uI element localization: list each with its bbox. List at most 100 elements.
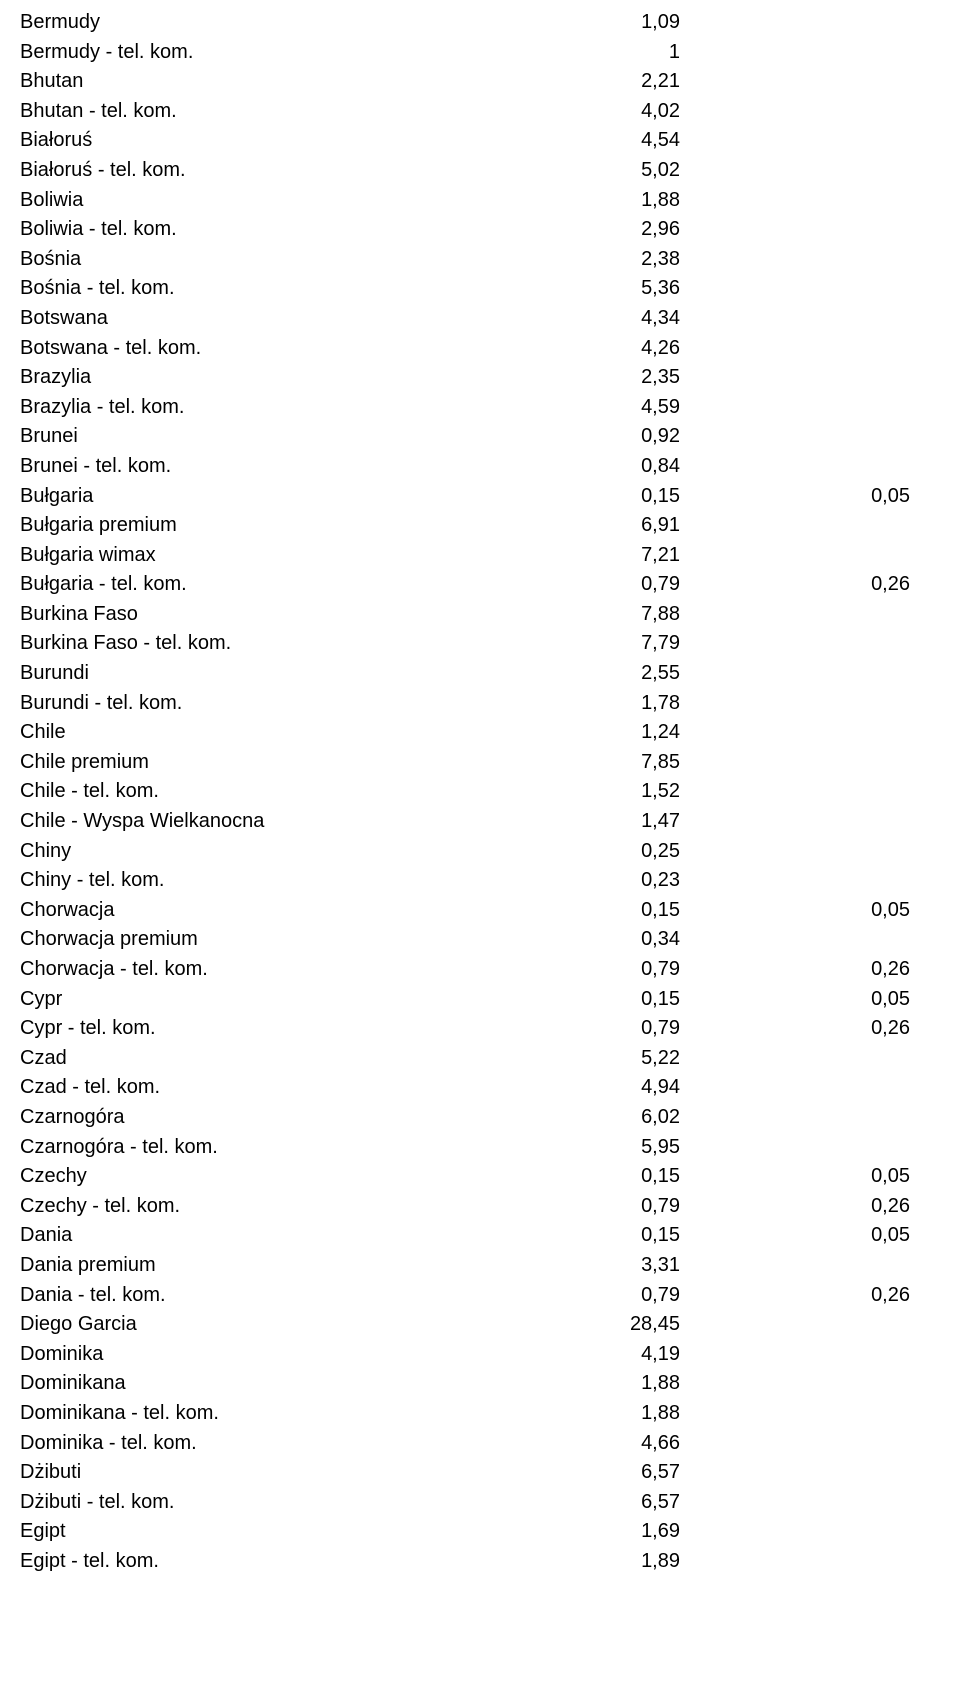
price-row: Burkina Faso - tel. kom.7,79: [20, 629, 940, 659]
destination-label: Chorwacja: [20, 896, 500, 926]
destination-label: Burundi - tel. kom.: [20, 689, 500, 719]
price-value-2: [680, 1429, 910, 1459]
price-value-1: 4,26: [500, 334, 680, 364]
price-row: Burundi2,55: [20, 659, 940, 689]
price-row: Czad - tel. kom.4,94: [20, 1073, 940, 1103]
price-value-1: 0,79: [500, 1281, 680, 1311]
price-value-2: 0,26: [680, 1014, 910, 1044]
price-row: Botswana4,34: [20, 304, 940, 334]
destination-label: Chile: [20, 718, 500, 748]
price-value-2: 0,26: [680, 1192, 910, 1222]
price-value-2: 0,26: [680, 1281, 910, 1311]
destination-label: Boliwia - tel. kom.: [20, 215, 500, 245]
price-row: Bośnia - tel. kom.5,36: [20, 274, 940, 304]
price-value-2: [680, 422, 910, 452]
destination-label: Bhutan: [20, 67, 500, 97]
destination-label: Białoruś: [20, 126, 500, 156]
price-value-2: [680, 1399, 910, 1429]
destination-label: Chiny: [20, 837, 500, 867]
destination-label: Bhutan - tel. kom.: [20, 97, 500, 127]
destination-label: Diego Garcia: [20, 1310, 500, 1340]
price-value-1: 6,57: [500, 1488, 680, 1518]
destination-label: Egipt: [20, 1517, 500, 1547]
destination-label: Burundi: [20, 659, 500, 689]
destination-label: Chile premium: [20, 748, 500, 778]
price-value-2: [680, 1310, 910, 1340]
price-row: Boliwia - tel. kom.2,96: [20, 215, 940, 245]
price-value-2: 0,05: [680, 1221, 910, 1251]
price-row: Dżibuti - tel. kom.6,57: [20, 1488, 940, 1518]
price-value-1: 1,52: [500, 777, 680, 807]
destination-label: Bermudy - tel. kom.: [20, 38, 500, 68]
price-value-1: 4,94: [500, 1073, 680, 1103]
destination-label: Czad: [20, 1044, 500, 1074]
destination-label: Dominikana - tel. kom.: [20, 1399, 500, 1429]
price-value-2: 0,05: [680, 985, 910, 1015]
price-value-2: [680, 334, 910, 364]
destination-label: Chile - Wyspa Wielkanocna: [20, 807, 500, 837]
price-value-1: 4,54: [500, 126, 680, 156]
destination-label: Cypr - tel. kom.: [20, 1014, 500, 1044]
price-row: Boliwia1,88: [20, 186, 940, 216]
price-row: Brunei0,92: [20, 422, 940, 452]
price-value-1: 1,24: [500, 718, 680, 748]
destination-label: Bułgaria - tel. kom.: [20, 570, 500, 600]
price-value-1: 7,85: [500, 748, 680, 778]
price-value-2: [680, 1369, 910, 1399]
price-value-2: [680, 866, 910, 896]
price-value-2: [680, 215, 910, 245]
price-value-1: 1,78: [500, 689, 680, 719]
price-value-2: [680, 38, 910, 68]
price-row: Chile1,24: [20, 718, 940, 748]
price-value-2: [680, 245, 910, 275]
price-value-1: 0,15: [500, 1221, 680, 1251]
destination-label: Boliwia: [20, 186, 500, 216]
price-row: Chile - tel. kom.1,52: [20, 777, 940, 807]
destination-label: Egipt - tel. kom.: [20, 1547, 500, 1577]
price-value-2: [680, 1044, 910, 1074]
price-value-1: 2,55: [500, 659, 680, 689]
price-row: Chile - Wyspa Wielkanocna1,47: [20, 807, 940, 837]
price-value-2: [680, 186, 910, 216]
price-value-1: 0,79: [500, 570, 680, 600]
price-value-2: [680, 1547, 910, 1577]
price-value-2: [680, 1517, 910, 1547]
price-value-1: 5,02: [500, 156, 680, 186]
price-value-1: 1,89: [500, 1547, 680, 1577]
destination-label: Dżibuti: [20, 1458, 500, 1488]
price-value-1: 5,95: [500, 1133, 680, 1163]
price-value-2: [680, 452, 910, 482]
destination-label: Dominika - tel. kom.: [20, 1429, 500, 1459]
price-row: Czarnogóra6,02: [20, 1103, 940, 1133]
destination-label: Bermudy: [20, 8, 500, 38]
price-value-2: [680, 156, 910, 186]
price-value-1: 0,15: [500, 985, 680, 1015]
price-value-1: 3,31: [500, 1251, 680, 1281]
destination-label: Bośnia: [20, 245, 500, 275]
price-row: Chiny0,25: [20, 837, 940, 867]
price-row: Dominika - tel. kom.4,66: [20, 1429, 940, 1459]
price-value-2: [680, 629, 910, 659]
destination-label: Brunei: [20, 422, 500, 452]
price-value-2: [680, 925, 910, 955]
price-value-2: [680, 1488, 910, 1518]
price-value-1: 0,34: [500, 925, 680, 955]
price-value-2: [680, 363, 910, 393]
price-row: Bułgaria0,150,05: [20, 482, 940, 512]
destination-label: Chile - tel. kom.: [20, 777, 500, 807]
price-value-2: [680, 748, 910, 778]
destination-label: Chorwacja premium: [20, 925, 500, 955]
price-value-2: [680, 1103, 910, 1133]
price-value-1: 6,91: [500, 511, 680, 541]
price-value-2: [680, 1458, 910, 1488]
price-value-1: 4,59: [500, 393, 680, 423]
destination-label: Bułgaria premium: [20, 511, 500, 541]
destination-label: Czarnogóra - tel. kom.: [20, 1133, 500, 1163]
price-row: Burundi - tel. kom.1,78: [20, 689, 940, 719]
price-row: Dominikana - tel. kom.1,88: [20, 1399, 940, 1429]
destination-label: Dominikana: [20, 1369, 500, 1399]
price-value-2: [680, 659, 910, 689]
price-value-1: 0,15: [500, 482, 680, 512]
price-value-1: 0,15: [500, 1162, 680, 1192]
destination-label: Brazylia - tel. kom.: [20, 393, 500, 423]
